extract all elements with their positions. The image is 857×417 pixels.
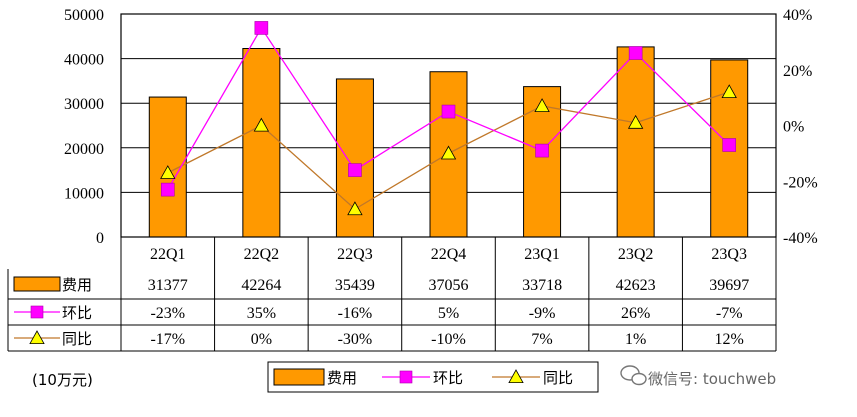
bar bbox=[242, 48, 281, 238]
data-label: 5% bbox=[438, 305, 459, 322]
yoy-point bbox=[627, 114, 644, 129]
mom-point bbox=[348, 163, 362, 177]
data-label: -23% bbox=[150, 305, 185, 322]
y-right-tick-label: 40% bbox=[783, 7, 812, 24]
watermark-text: 微信号: touchweb bbox=[648, 370, 776, 388]
y-left-tick-label: 20000 bbox=[64, 141, 104, 158]
data-label: 12% bbox=[715, 331, 744, 348]
y-left-tick-label: 30000 bbox=[64, 96, 104, 113]
line-series bbox=[160, 21, 737, 216]
legend: 费用 环比 同比 bbox=[267, 361, 599, 393]
x-tick-label: 22Q4 bbox=[431, 246, 467, 263]
mom-point bbox=[535, 143, 549, 158]
wechat-icon bbox=[620, 365, 647, 386]
data-table: 22Q1 22Q2 22Q3 22Q4 23Q1 23Q2 23Q3 31377 42264 35… bbox=[7, 236, 777, 352]
y-right-tick-label: -20% bbox=[783, 174, 818, 191]
y-left-tick-label: 40000 bbox=[64, 52, 104, 69]
yoy-point bbox=[721, 84, 737, 99]
data-label: -16% bbox=[338, 305, 373, 322]
data-label: 26% bbox=[621, 305, 650, 322]
y-right-tick-label: 0% bbox=[783, 119, 804, 136]
mom-point bbox=[722, 138, 737, 152]
legend-label: 同比 bbox=[543, 369, 573, 387]
watermark: 微信号: touchweb bbox=[620, 365, 776, 388]
mom-point bbox=[441, 104, 456, 119]
data-label: 35% bbox=[247, 305, 276, 322]
legend-key-bar bbox=[273, 368, 325, 386]
data-label: 42264 bbox=[241, 277, 281, 294]
x-tick-label: 23Q3 bbox=[711, 246, 747, 263]
bar-series bbox=[148, 46, 749, 238]
row-label: 费用 bbox=[62, 276, 92, 294]
data-label: 39697 bbox=[709, 277, 749, 294]
x-tick-label: 22Q3 bbox=[337, 246, 373, 263]
data-label: 31377 bbox=[148, 277, 188, 294]
data-label: -7% bbox=[716, 305, 743, 322]
y-right-tick-label: -40% bbox=[783, 230, 818, 247]
yoy-point bbox=[347, 201, 363, 216]
yoy-point bbox=[440, 145, 457, 160]
row-key-square bbox=[30, 305, 44, 319]
yoy-point bbox=[253, 117, 270, 132]
mom-point bbox=[254, 21, 269, 35]
data-label: 37056 bbox=[429, 277, 469, 294]
data-label: -17% bbox=[150, 331, 185, 348]
data-label: 0% bbox=[251, 331, 272, 348]
yoy-point bbox=[534, 98, 550, 112]
data-label: -9% bbox=[529, 305, 556, 322]
data-label: 1% bbox=[625, 331, 646, 348]
row-label: 同比 bbox=[62, 330, 92, 348]
x-tick-label: 23Q1 bbox=[524, 246, 560, 263]
y-left-tick-label: 50000 bbox=[64, 7, 104, 24]
y-left-tick-label: 0 bbox=[96, 230, 104, 247]
mom-point bbox=[160, 182, 175, 197]
data-label: 42623 bbox=[616, 277, 656, 294]
unit-label: (10万元) bbox=[32, 371, 93, 389]
data-label: 35439 bbox=[335, 277, 375, 294]
x-tick-label: 23Q2 bbox=[618, 246, 654, 263]
row-key-triangle bbox=[29, 330, 45, 345]
x-tick-label: 22Q2 bbox=[244, 246, 280, 263]
y-left-tick-label: 10000 bbox=[64, 185, 104, 202]
y-right-tick-label: 20% bbox=[783, 63, 812, 80]
data-label: 7% bbox=[531, 331, 552, 348]
legend-label: 环比 bbox=[433, 369, 463, 387]
legend-label: 费用 bbox=[327, 369, 357, 387]
row-key-bar bbox=[13, 276, 61, 292]
mom-point bbox=[628, 46, 643, 60]
data-label: 33718 bbox=[522, 277, 562, 294]
legend-key-triangle bbox=[508, 369, 524, 384]
legend-key-square bbox=[399, 370, 413, 384]
yoy-point bbox=[160, 165, 176, 179]
bar bbox=[616, 46, 655, 238]
x-tick-label: 22Q1 bbox=[150, 246, 186, 263]
data-label: -10% bbox=[431, 331, 466, 348]
data-label: -30% bbox=[338, 331, 373, 348]
row-label: 环比 bbox=[62, 304, 92, 322]
